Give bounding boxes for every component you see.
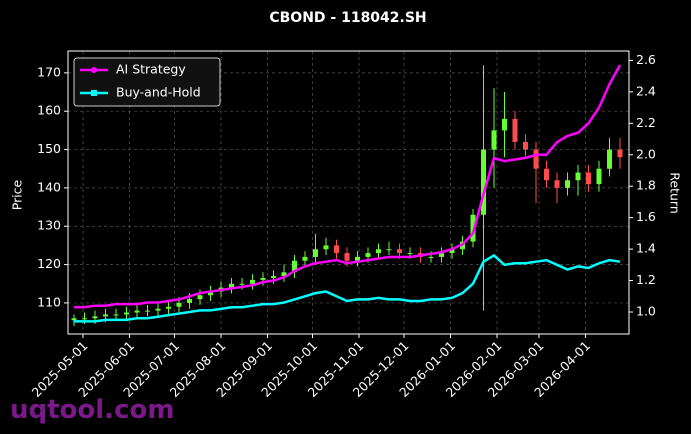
y-tick-label: 150: [37, 141, 61, 156]
candle-body: [407, 253, 413, 255]
candle-body: [512, 118, 518, 142]
legend-marker: [91, 67, 97, 73]
legend-label: AI Strategy: [116, 62, 186, 77]
y2-tick-label: 1.2: [636, 272, 656, 287]
watermark: uqtool.com: [10, 395, 174, 425]
candle-body: [292, 260, 297, 273]
candle-body: [208, 291, 213, 296]
return-line: [74, 253, 621, 323]
candle-body: [502, 118, 507, 131]
candle-body: [103, 314, 108, 317]
candle-body: [533, 149, 539, 169]
y-tick-label: 170: [37, 64, 61, 79]
legend: AI Strategy Buy-and-Hold: [73, 57, 221, 107]
candle-body: [302, 256, 308, 261]
candle-body: [145, 310, 150, 312]
candle-body: [176, 302, 182, 307]
y2-tick-label: 2.2: [636, 115, 656, 130]
y2-tick-label: 2.4: [636, 83, 656, 98]
candle-body: [491, 130, 497, 150]
candle-body: [229, 283, 234, 288]
candle-body: [197, 295, 203, 300]
candle-body: [586, 172, 591, 185]
y2-tick-label: 1.0: [636, 303, 656, 318]
candle-body: [365, 253, 371, 257]
candle-body: [281, 272, 287, 277]
candle-body: [470, 214, 476, 242]
candle-body: [124, 312, 129, 315]
y2-tick-label: 2.6: [636, 52, 656, 67]
candle-body: [239, 283, 245, 285]
candle-body: [155, 308, 161, 311]
candle-body: [481, 149, 486, 215]
candle-body: [596, 168, 602, 185]
legend-label: Buy-and-Hold: [116, 85, 201, 100]
y-tick-label: 140: [37, 179, 61, 194]
candle-body: [554, 180, 560, 188]
candle-body: [344, 253, 350, 261]
y-tick-label: 110: [37, 294, 61, 309]
y-axis-label: Price: [10, 179, 25, 210]
candle-body: [92, 316, 98, 319]
candle-body: [617, 149, 623, 158]
legend-box: [73, 57, 221, 107]
candle-body: [187, 299, 192, 303]
candle-body: [71, 318, 77, 321]
candle-body: [313, 249, 318, 257]
candle-body: [397, 249, 402, 254]
candle-body: [250, 279, 255, 284]
candle-body: [607, 149, 612, 169]
y2-tick-label: 1.6: [636, 209, 656, 224]
candle-body: [260, 278, 266, 280]
candle-body: [575, 172, 581, 181]
candle-body: [134, 310, 140, 313]
plot-frame: [67, 50, 630, 335]
candle-body: [113, 314, 119, 316]
y2-tick-label: 1.8: [636, 178, 656, 193]
y2-tick-label: 1.4: [636, 241, 656, 256]
chart-title: CBOND - 118042.SH: [269, 10, 426, 26]
candle-body: [428, 256, 434, 258]
candle-body: [166, 306, 171, 309]
y2-axis-label: Return: [668, 172, 683, 213]
legend-marker: [91, 90, 97, 96]
candle-body: [449, 249, 455, 254]
y2-tick-label: 2.0: [636, 146, 656, 161]
candle-body: [565, 180, 570, 188]
candle-body: [386, 249, 392, 251]
y-tick-label: 120: [37, 256, 61, 271]
candle-body: [323, 245, 329, 250]
candle-body: [523, 141, 528, 150]
return-line: [74, 64, 622, 309]
candle-body: [439, 253, 444, 257]
candle-body: [271, 276, 276, 279]
y-tick-label: 130: [37, 218, 61, 233]
y-tick-label: 160: [37, 103, 61, 118]
candle-body: [334, 245, 339, 254]
candle-body: [355, 256, 360, 261]
candle-body: [82, 318, 87, 320]
candle-body: [544, 168, 549, 181]
candle-body: [376, 249, 381, 254]
